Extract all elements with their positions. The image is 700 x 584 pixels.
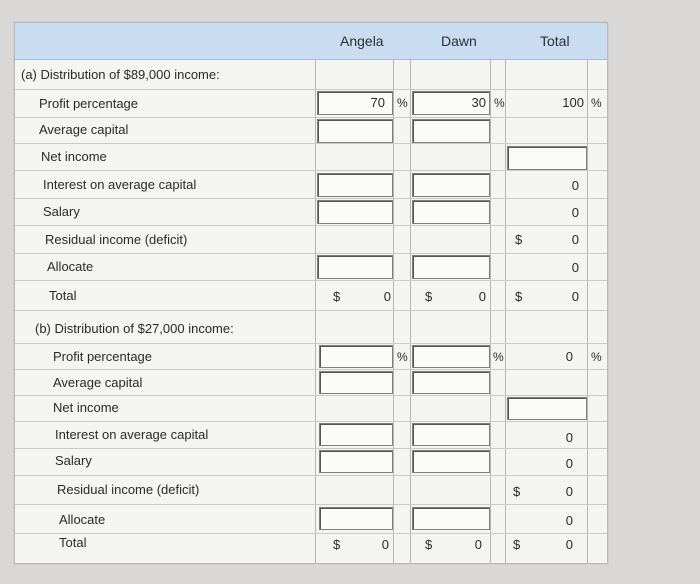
row-label: Average capital [39, 122, 129, 137]
dollar-symbol: $ [513, 484, 521, 499]
pct-symbol: % [493, 350, 504, 364]
row-label: Allocate [59, 512, 106, 527]
section-a-title: (a) Distribution of $89,000 income: [21, 67, 220, 82]
total-allocate-value: 0 [571, 260, 579, 275]
header-total: Total [540, 33, 570, 49]
total-net-income-input-b[interactable] [507, 397, 587, 420]
dawn-interest-input[interactable] [412, 173, 490, 197]
row-label: Salary [43, 204, 80, 219]
row-label: Average capital [53, 375, 143, 390]
dawn-allocate-input[interactable] [412, 255, 490, 279]
total-salary-value-b: 0 [565, 456, 573, 471]
dawn-profit-pct-value: 30 [471, 95, 486, 110]
dawn-total-value-b: 0 [474, 537, 482, 552]
row-label: Residual income (deficit) [45, 232, 188, 247]
row-label: Residual income (deficit) [57, 482, 200, 497]
worksheet: Angela Dawn Total (a) Distribution of $8… [14, 22, 608, 564]
total-interest-value: 0 [571, 178, 579, 193]
total-salary-value: 0 [571, 205, 579, 220]
dollar-symbol: $ [333, 537, 341, 552]
pct-symbol: % [494, 96, 505, 110]
angela-salary-input-b[interactable] [319, 450, 393, 473]
angela-total-value-b: 0 [381, 537, 389, 552]
angela-profit-pct-value: 70 [370, 95, 385, 110]
total-net-income-input[interactable] [507, 146, 587, 170]
angela-profit-pct-input[interactable] [317, 91, 393, 115]
pct-symbol: % [397, 96, 408, 110]
grand-total-value: 0 [571, 289, 579, 304]
dollar-symbol: $ [333, 289, 341, 304]
dollar-symbol: $ [515, 289, 523, 304]
total-allocate-value-b: 0 [565, 513, 573, 528]
pct-symbol: % [591, 350, 602, 364]
dawn-avg-capital-input-b[interactable] [412, 371, 490, 394]
angela-avg-capital-input-b[interactable] [319, 371, 393, 394]
total-interest-value-b: 0 [565, 430, 573, 445]
angela-avg-capital-input[interactable] [317, 119, 393, 143]
angela-interest-input-b[interactable] [319, 423, 393, 446]
row-label: Allocate [47, 259, 94, 274]
total-residual-value: 0 [571, 232, 579, 247]
dawn-interest-input-b[interactable] [412, 423, 490, 446]
dawn-profit-pct-input-b[interactable] [412, 345, 490, 368]
total-profit-pct-value-b: 0 [565, 349, 573, 364]
dollar-symbol: $ [425, 289, 433, 304]
dawn-total-value: 0 [478, 289, 486, 304]
row-label: Profit percentage [39, 96, 139, 111]
column-header-bar: Angela Dawn Total [15, 23, 607, 60]
dawn-salary-input-b[interactable] [412, 450, 490, 473]
grand-total-value-b: 0 [565, 537, 573, 552]
header-dawn: Dawn [441, 33, 477, 49]
dawn-salary-input[interactable] [412, 200, 490, 224]
row-label: Total [49, 288, 77, 303]
dawn-profit-pct-input[interactable] [412, 91, 490, 115]
pct-symbol: % [397, 350, 408, 364]
row-label: Interest on average capital [55, 427, 209, 442]
angela-allocate-input[interactable] [317, 255, 393, 279]
section-b-title: (b) Distribution of $27,000 income: [35, 321, 234, 336]
total-profit-pct-value: 100 [562, 95, 584, 110]
angela-allocate-input-b[interactable] [319, 507, 393, 530]
dawn-avg-capital-input[interactable] [412, 119, 490, 143]
angela-profit-pct-input-b[interactable] [319, 345, 393, 368]
row-label: Salary [55, 453, 92, 468]
angela-salary-input[interactable] [317, 200, 393, 224]
row-label: Total [59, 535, 87, 550]
dollar-symbol: $ [425, 537, 433, 552]
row-label: Net income [53, 400, 119, 415]
angela-total-value: 0 [383, 289, 391, 304]
dawn-allocate-input-b[interactable] [412, 507, 490, 530]
angela-interest-input[interactable] [317, 173, 393, 197]
row-label: Profit percentage [53, 349, 153, 364]
row-label: Net income [41, 149, 107, 164]
total-residual-value-b: 0 [565, 484, 573, 499]
header-angela: Angela [340, 33, 384, 49]
dollar-symbol: $ [515, 232, 523, 247]
row-label: Interest on average capital [43, 177, 197, 192]
dollar-symbol: $ [513, 537, 521, 552]
pct-symbol: % [591, 96, 602, 110]
